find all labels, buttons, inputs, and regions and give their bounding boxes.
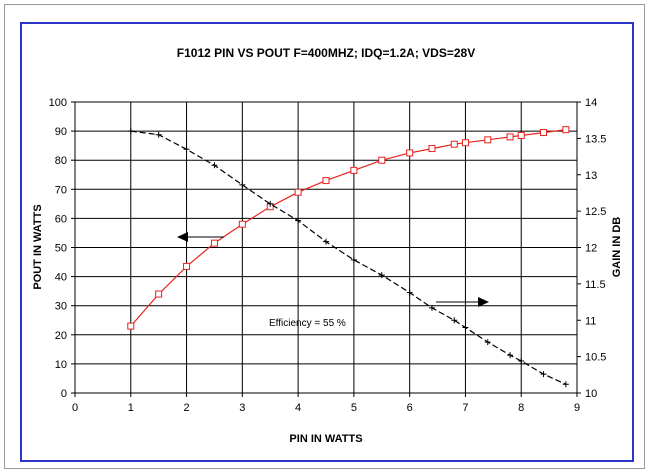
window-frame: 0 1 2 3 4 5 6 7 8 9 0 10 20 30 40 50 60 70 80 90 100 10 10.5 11… [4, 4, 645, 469]
gain-point [484, 339, 491, 346]
y2-axis-label: GAIN IN DB [611, 217, 623, 278]
x-tick-label: 4 [295, 402, 301, 414]
pout-point [484, 136, 492, 144]
gain-point [211, 162, 218, 169]
gain-point [507, 352, 514, 359]
x-tick-label: 3 [239, 402, 245, 414]
y-tick-label: 30 [55, 301, 67, 313]
gain-point [462, 324, 469, 331]
pout-point [183, 262, 191, 270]
x-tick-label: 2 [183, 402, 189, 414]
pout-point [540, 129, 548, 137]
right-arrow [436, 297, 489, 307]
gain-point [323, 238, 329, 245]
pout-point [517, 131, 525, 139]
y-tick-label: 0 [61, 388, 67, 400]
left-arrow [177, 232, 224, 242]
y-tick-label: 20 [55, 330, 67, 342]
y-tick-label: 90 [55, 126, 67, 138]
y-axis-label: POUT IN WATTS [32, 204, 44, 289]
pout-point [238, 220, 246, 228]
efficiency-annotation: Efficiency = 55 % [269, 318, 346, 329]
gain-point [267, 200, 274, 207]
x-tick-label: 6 [407, 402, 413, 414]
pout-point [322, 177, 330, 185]
y2-tick-label: 11.5 [585, 279, 606, 291]
x-axis-label: PIN IN WATTS [289, 433, 362, 445]
chart: 0 1 2 3 4 5 6 7 8 901020304050607080901001010.511… [32, 46, 623, 445]
gain-point [378, 272, 385, 279]
x-tick-label: 9 [574, 402, 580, 414]
gain-point [183, 146, 190, 153]
x-tick-label: 5 [351, 402, 357, 414]
pout-point [406, 149, 414, 157]
y-tick-label: 100 [49, 97, 67, 109]
ticks: 0 1 2 3 4 5 6 7 8 901020304050607080901001010.511… [49, 97, 607, 414]
y-tick-label: 40 [55, 272, 67, 284]
y2-tick-label: 14 [585, 97, 597, 109]
y2-tick-label: 13.5 [585, 133, 606, 145]
pout-point [461, 139, 469, 147]
y-tick-label: 10 [55, 359, 67, 371]
chart-title: F1012 PIN VS POUT F=400MHZ; IDQ=1.2A; VD… [177, 46, 475, 60]
y2-tick-label: 12.5 [585, 206, 606, 218]
pout-point [506, 133, 514, 141]
gain-point [406, 289, 413, 296]
gain-point [540, 371, 547, 378]
gain-point [428, 304, 435, 311]
x-tick-label: 1 [128, 402, 134, 414]
gain-point [239, 181, 246, 188]
pout-point [210, 239, 218, 247]
x-tick-label: 8 [518, 402, 524, 414]
gain-point [562, 381, 569, 388]
x-tick-label: 7 [462, 402, 468, 414]
y2-tick-label: 10.5 [585, 352, 606, 364]
gain-point [451, 317, 458, 324]
pout-point [562, 126, 570, 134]
y2-tick-label: 11 [585, 315, 596, 327]
gain-point [518, 357, 525, 364]
y-tick-label: 60 [55, 213, 67, 225]
y-tick-label: 50 [55, 243, 67, 255]
y2-tick-label: 12 [585, 243, 597, 255]
pout-point [127, 322, 135, 330]
gain-point [155, 131, 162, 138]
gain-point [127, 128, 134, 135]
pout-point [350, 166, 358, 174]
y2-tick-label: 10 [585, 388, 597, 400]
pout-point [378, 156, 386, 164]
gain-point [295, 217, 302, 224]
pout-point [428, 145, 436, 153]
pout-point [450, 140, 458, 148]
gain-point [350, 256, 357, 263]
y2-tick-label: 13 [585, 170, 597, 182]
y-tick-label: 70 [55, 184, 67, 196]
y-tick-label: 80 [55, 155, 67, 167]
x-tick-label: 0 [72, 402, 78, 414]
pout-point [155, 290, 163, 298]
series [127, 126, 570, 388]
pout-point [294, 188, 302, 196]
